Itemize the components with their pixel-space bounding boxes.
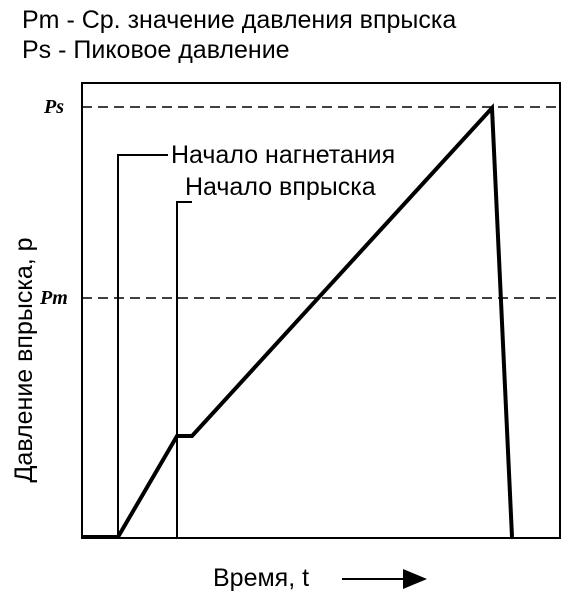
legend-line: Pm - Ср. значение давления впрыска	[22, 6, 456, 34]
plot-frame	[81, 82, 561, 539]
pressure-curve	[82, 103, 514, 539]
y-axis-label: Давление впрыска, р	[10, 237, 38, 482]
x-axis-label: Время, t	[213, 564, 309, 592]
annotation: Начало нагнетания	[171, 141, 395, 169]
level-label: Ps	[43, 96, 64, 118]
leader-line	[117, 154, 168, 537]
legend-line: Ps - Пиковое давление	[22, 36, 290, 64]
level-label: Pm	[39, 287, 68, 309]
annotation: Начало впрыска	[185, 173, 376, 201]
leader-line	[176, 201, 192, 537]
